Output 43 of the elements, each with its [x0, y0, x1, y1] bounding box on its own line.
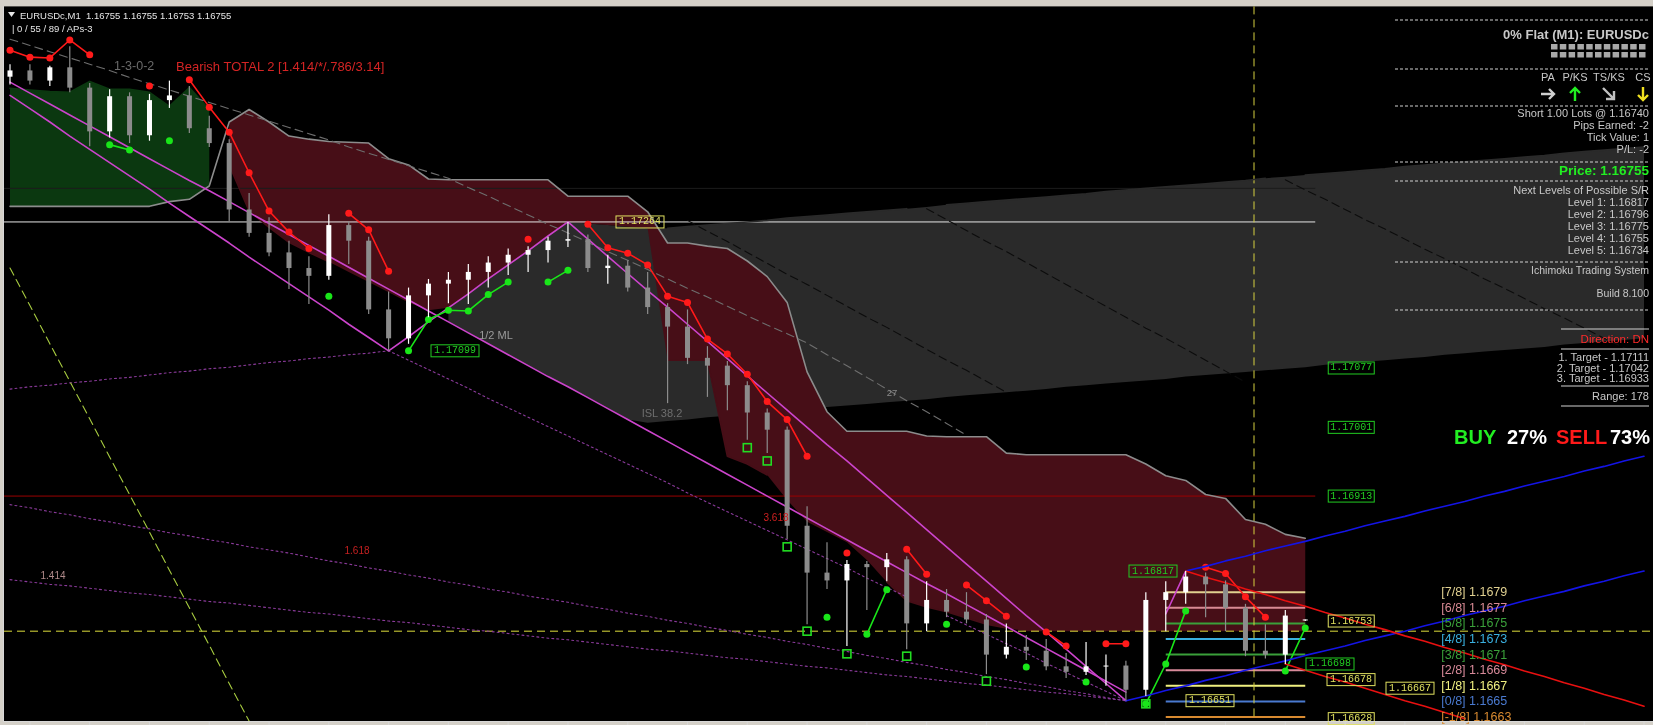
annotation: Level 4: 1.16755 — [1567, 232, 1649, 244]
text: | 0 / 55 / 89 / APs-3 — [12, 23, 93, 34]
annotation: Bearish TOTAL 2 [1.414/*/.786/3.14] — [176, 58, 385, 74]
annotation: Level 3: 1.16775 — [1567, 220, 1649, 232]
annotation: Level 2: 1.16796 — [1567, 208, 1649, 220]
chart-title: EURUSDc,M1 1.16755 1.16755 1.16753 1.16755 — [20, 9, 232, 21]
annotation: P/KS — [1562, 71, 1588, 83]
ref-line-label: [2/8] 1.1669 — [1441, 663, 1508, 678]
annotation: TS/KS — [1593, 71, 1625, 83]
annotation: Direction: DN — [1580, 333, 1649, 345]
annotation: Ichimoku Trading System — [1531, 264, 1650, 276]
ref-line-label: [5/8] 1.1675 — [1441, 616, 1508, 631]
annotation: 1-3-0-2 — [114, 59, 155, 73]
ref-line-label: [7/8] 1.1679 — [1441, 585, 1508, 600]
ref-line-label: [3/8] 1.1671 — [1441, 647, 1508, 662]
ref-line-label: [1/8] 1.1667 — [1441, 678, 1508, 693]
annotation: 1.414 — [40, 569, 66, 581]
annotation: 27 — [886, 386, 898, 398]
annotation: Build 8.100 — [1596, 287, 1650, 299]
ref-line-label: [-1/8] 1.1663 — [1441, 710, 1512, 725]
annotation: PA — [1541, 71, 1556, 83]
annotation: 0% Flat (M1): EURUSDc — [1503, 26, 1649, 42]
annotation: Short 1.00 Lots @ 1.16740 — [1517, 107, 1649, 119]
annotation: 1/2 ML — [479, 329, 513, 341]
annotation: Next Levels of Possible S/R — [1513, 184, 1650, 196]
annotation: 1. Target - 1.17111 — [1558, 351, 1649, 363]
annotation: Tick Value: 1 — [1586, 131, 1649, 143]
annotation: CS — [1635, 71, 1651, 83]
annotation: Price: 1.16755 — [1558, 162, 1650, 178]
annotation: ISL 38.2 — [641, 407, 683, 419]
annotation: BUY — [1454, 426, 1497, 448]
annotation: P/L: -2 — [1616, 143, 1649, 155]
annotation: SELL — [1556, 426, 1608, 448]
annotation: 73% — [1609, 426, 1651, 448]
annotation: 1.618 — [344, 544, 370, 556]
ref-line-label: [4/8] 1.1673 — [1441, 632, 1508, 646]
annotation: 27% — [1507, 426, 1548, 448]
annotation: Pips Earned: -2 — [1573, 119, 1649, 131]
annotation: Range: 178 — [1592, 390, 1649, 402]
ref-line-label: [0/8] 1.1665 — [1441, 694, 1508, 709]
annotation: Level 5: 1.16734 — [1567, 244, 1649, 256]
annotation: Level 1: 1.16817 — [1567, 196, 1649, 208]
annotation: 3. Target - 1.16933 — [1556, 372, 1649, 384]
